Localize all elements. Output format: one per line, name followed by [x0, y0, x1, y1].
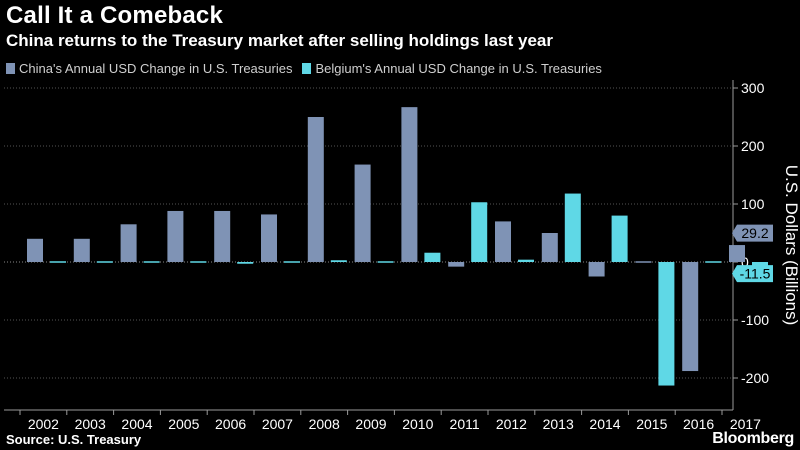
y-tick-label: 200 — [741, 138, 765, 154]
x-tick-label: 2016 — [683, 416, 714, 432]
bar-belgium — [330, 260, 347, 262]
bar-belgium — [471, 202, 488, 262]
bar-china — [307, 117, 324, 262]
value-label-china-box — [732, 224, 773, 242]
bar-belgium — [518, 259, 534, 262]
bar-belgium — [96, 261, 113, 263]
bar-belgium — [143, 261, 160, 263]
bar-china — [73, 238, 90, 262]
legend-item-belgium: Belgium's Annual USD Change in U.S. Trea… — [302, 60, 602, 76]
legend-label-china: China's Annual USD Change in U.S. Treasu… — [19, 60, 293, 76]
bar-belgium — [611, 215, 628, 262]
x-tick-label: 2012 — [496, 416, 527, 432]
x-tick-label: 2002 — [28, 416, 59, 432]
y-tick-label: 100 — [741, 196, 765, 212]
legend-item-china: China's Annual USD Change in U.S. Treasu… — [6, 61, 292, 76]
bar-belgium — [190, 261, 207, 263]
legend: China's Annual USD Change in U.S. Treasu… — [6, 60, 612, 76]
x-tick-label: 2006 — [215, 416, 246, 432]
bar-belgium — [284, 261, 300, 263]
x-tick-label: 2017 — [730, 416, 761, 432]
x-tick-label: 2005 — [168, 416, 199, 432]
legend-label-belgium: Belgium's Annual USD Change in U.S. Trea… — [315, 60, 602, 76]
bar-china — [27, 238, 43, 262]
value-label-belgium: -11.5 — [740, 266, 771, 282]
bar-china — [495, 221, 511, 262]
legend-swatch-china — [6, 62, 15, 74]
bar-china — [635, 261, 652, 263]
chart-subtitle: China returns to the Treasury market aft… — [6, 31, 553, 50]
bar-china — [401, 107, 418, 262]
x-tick-label: 2007 — [262, 416, 293, 432]
bar-belgium — [564, 193, 581, 262]
x-tick-label: 2010 — [402, 416, 433, 432]
y-axis-label: U.S. Dollars (Billions) — [782, 165, 800, 326]
bar-belgium — [50, 261, 66, 263]
bar-belgium — [705, 261, 722, 263]
bar-china — [682, 262, 699, 372]
x-tick-label: 2013 — [543, 416, 574, 432]
y-tick-label: 300 — [741, 80, 765, 96]
bar-china — [448, 262, 465, 267]
bar-belgium — [237, 262, 254, 264]
bar-china — [261, 214, 277, 262]
legend-swatch-belgium — [302, 62, 312, 74]
bar-china — [354, 164, 371, 262]
bar-belgium — [377, 261, 394, 263]
value-label-belgium-box — [732, 265, 773, 283]
source-note: Source: U.S. Treasury — [6, 432, 142, 447]
y-tick-label: -100 — [741, 312, 769, 328]
bar-china — [120, 224, 137, 262]
bar-china — [729, 245, 745, 262]
x-tick-label: 2004 — [121, 416, 152, 432]
x-tick-label: 2014 — [589, 416, 620, 432]
x-tick-label: 2011 — [450, 416, 480, 432]
bar-china — [167, 210, 184, 262]
y-tick-label: -200 — [741, 370, 769, 386]
value-label-china: 29.2 — [741, 225, 768, 241]
bar-china — [214, 210, 231, 262]
bloomberg-logo: Bloomberg — [712, 430, 794, 447]
x-tick-label: 2009 — [355, 416, 386, 432]
x-tick-label: 2015 — [636, 416, 667, 432]
x-tick-label: 2008 — [309, 416, 340, 432]
x-tick-label: 2003 — [75, 416, 106, 432]
bar-china — [541, 233, 558, 262]
bar-china — [588, 262, 605, 277]
bar-belgium — [424, 252, 441, 262]
chart-title: Call It a Comeback — [6, 2, 224, 29]
bar-belgium — [658, 262, 675, 386]
